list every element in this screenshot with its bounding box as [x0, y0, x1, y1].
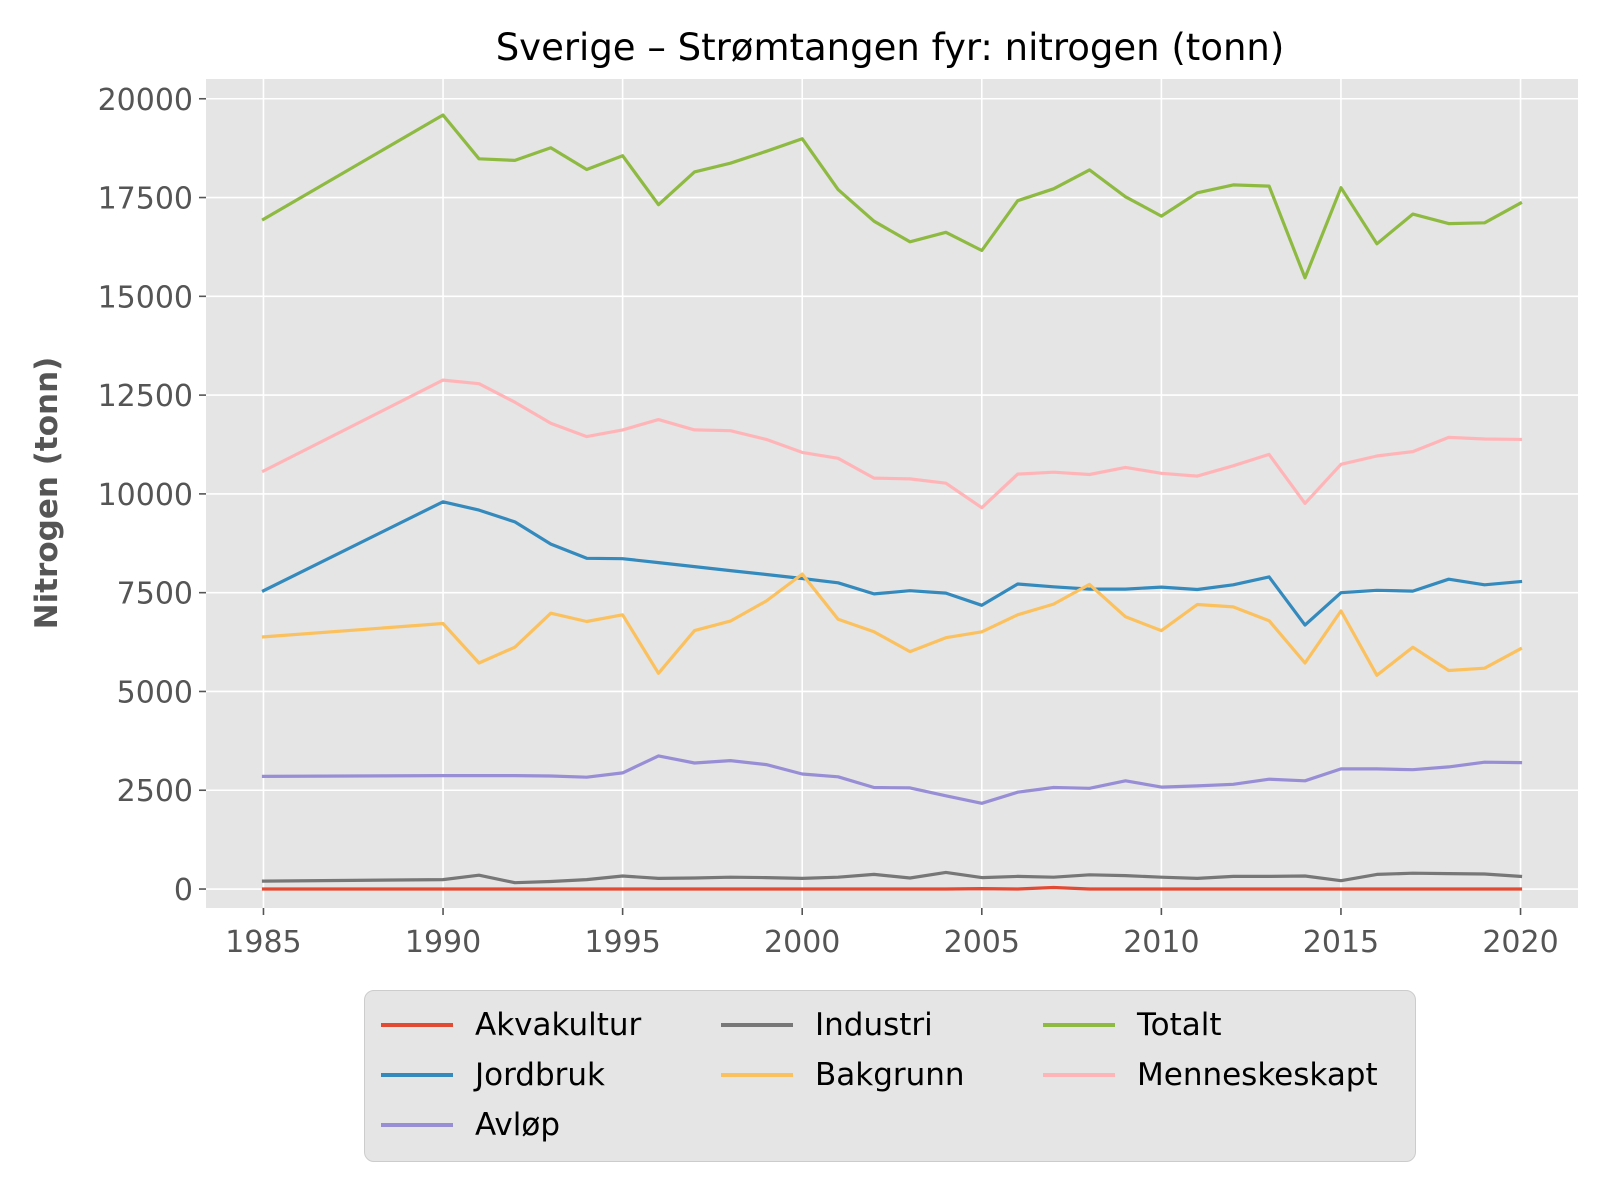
- series-line-jordbruk: [261, 500, 1523, 627]
- series-line-totalt: [261, 113, 1523, 280]
- legend-item-totalt: Totalt: [1043, 1005, 1222, 1045]
- x-tick-label: 2015: [1303, 925, 1379, 960]
- legend-item-jordbruk: Jordbruk: [381, 1055, 605, 1095]
- legend-swatch: [1043, 1023, 1115, 1027]
- x-tick-label: 2005: [944, 925, 1020, 960]
- legend-swatch: [721, 1023, 793, 1027]
- x-tick-label: 1990: [405, 925, 481, 960]
- series-line-akvakultur: [261, 885, 1523, 891]
- y-tick-label: 17500: [98, 182, 193, 217]
- series-line-bakgrunn: [261, 572, 1523, 677]
- legend-label: Jordbruk: [475, 1057, 606, 1093]
- legend-item-menneskeskapt: Menneskeskapt: [1043, 1055, 1378, 1095]
- legend-label: Akvakultur: [475, 1007, 642, 1043]
- legend-item-avlop: Avløp: [381, 1105, 560, 1145]
- y-tick-label: 7500: [117, 577, 193, 612]
- legend-swatch: [1043, 1073, 1115, 1077]
- legend-item-bakgrunn: Bakgrunn: [721, 1055, 965, 1095]
- x-tick-label: 1985: [225, 925, 301, 960]
- legend-label: Industri: [815, 1007, 933, 1043]
- legend-item-industri: Industri: [721, 1005, 933, 1045]
- x-tick-label: 1995: [584, 925, 660, 960]
- series-line-avlop: [261, 754, 1523, 805]
- x-tick-label: 2020: [1482, 925, 1558, 960]
- legend-swatch: [721, 1073, 793, 1077]
- y-tick-label: 15000: [98, 280, 193, 315]
- series-line-industri: [261, 870, 1523, 885]
- y-tick-label: 2500: [117, 774, 193, 809]
- legend-label: Menneskeskapt: [1137, 1057, 1378, 1093]
- y-tick-label: 5000: [117, 675, 193, 710]
- legend-label: Avløp: [475, 1107, 560, 1143]
- legend-label: Totalt: [1137, 1007, 1222, 1043]
- x-axis-ticks: 1985 1990 1995 2000 2005 2010 2015 2020: [225, 908, 1559, 960]
- x-tick-label: 2010: [1123, 925, 1199, 960]
- x-tick-label: 2000: [764, 925, 840, 960]
- series-lines: [261, 113, 1523, 891]
- series-line-menneskeskapt: [261, 378, 1523, 510]
- y-tick-label: 0: [174, 873, 193, 908]
- chart-title: Sverige – Strømtangen fyr: nitrogen (ton…: [496, 26, 1285, 69]
- y-tick-label: 20000: [98, 83, 193, 118]
- legend-swatch: [381, 1023, 453, 1027]
- legend-label: Bakgrunn: [815, 1057, 965, 1093]
- y-tick-label: 10000: [98, 478, 193, 513]
- y-axis-ticks: 0 2500 5000 7500 10000 12500 15000 17500 20000: [98, 83, 206, 908]
- legend: Akvakultur Jordbruk Avløp Industri Bakgr…: [364, 990, 1416, 1162]
- legend-swatch: [381, 1123, 453, 1127]
- y-tick-label: 12500: [98, 379, 193, 414]
- legend-swatch: [381, 1073, 453, 1077]
- y-axis-label: Nitrogen (tonn): [29, 357, 65, 630]
- legend-item-akvakultur: Akvakultur: [381, 1005, 641, 1045]
